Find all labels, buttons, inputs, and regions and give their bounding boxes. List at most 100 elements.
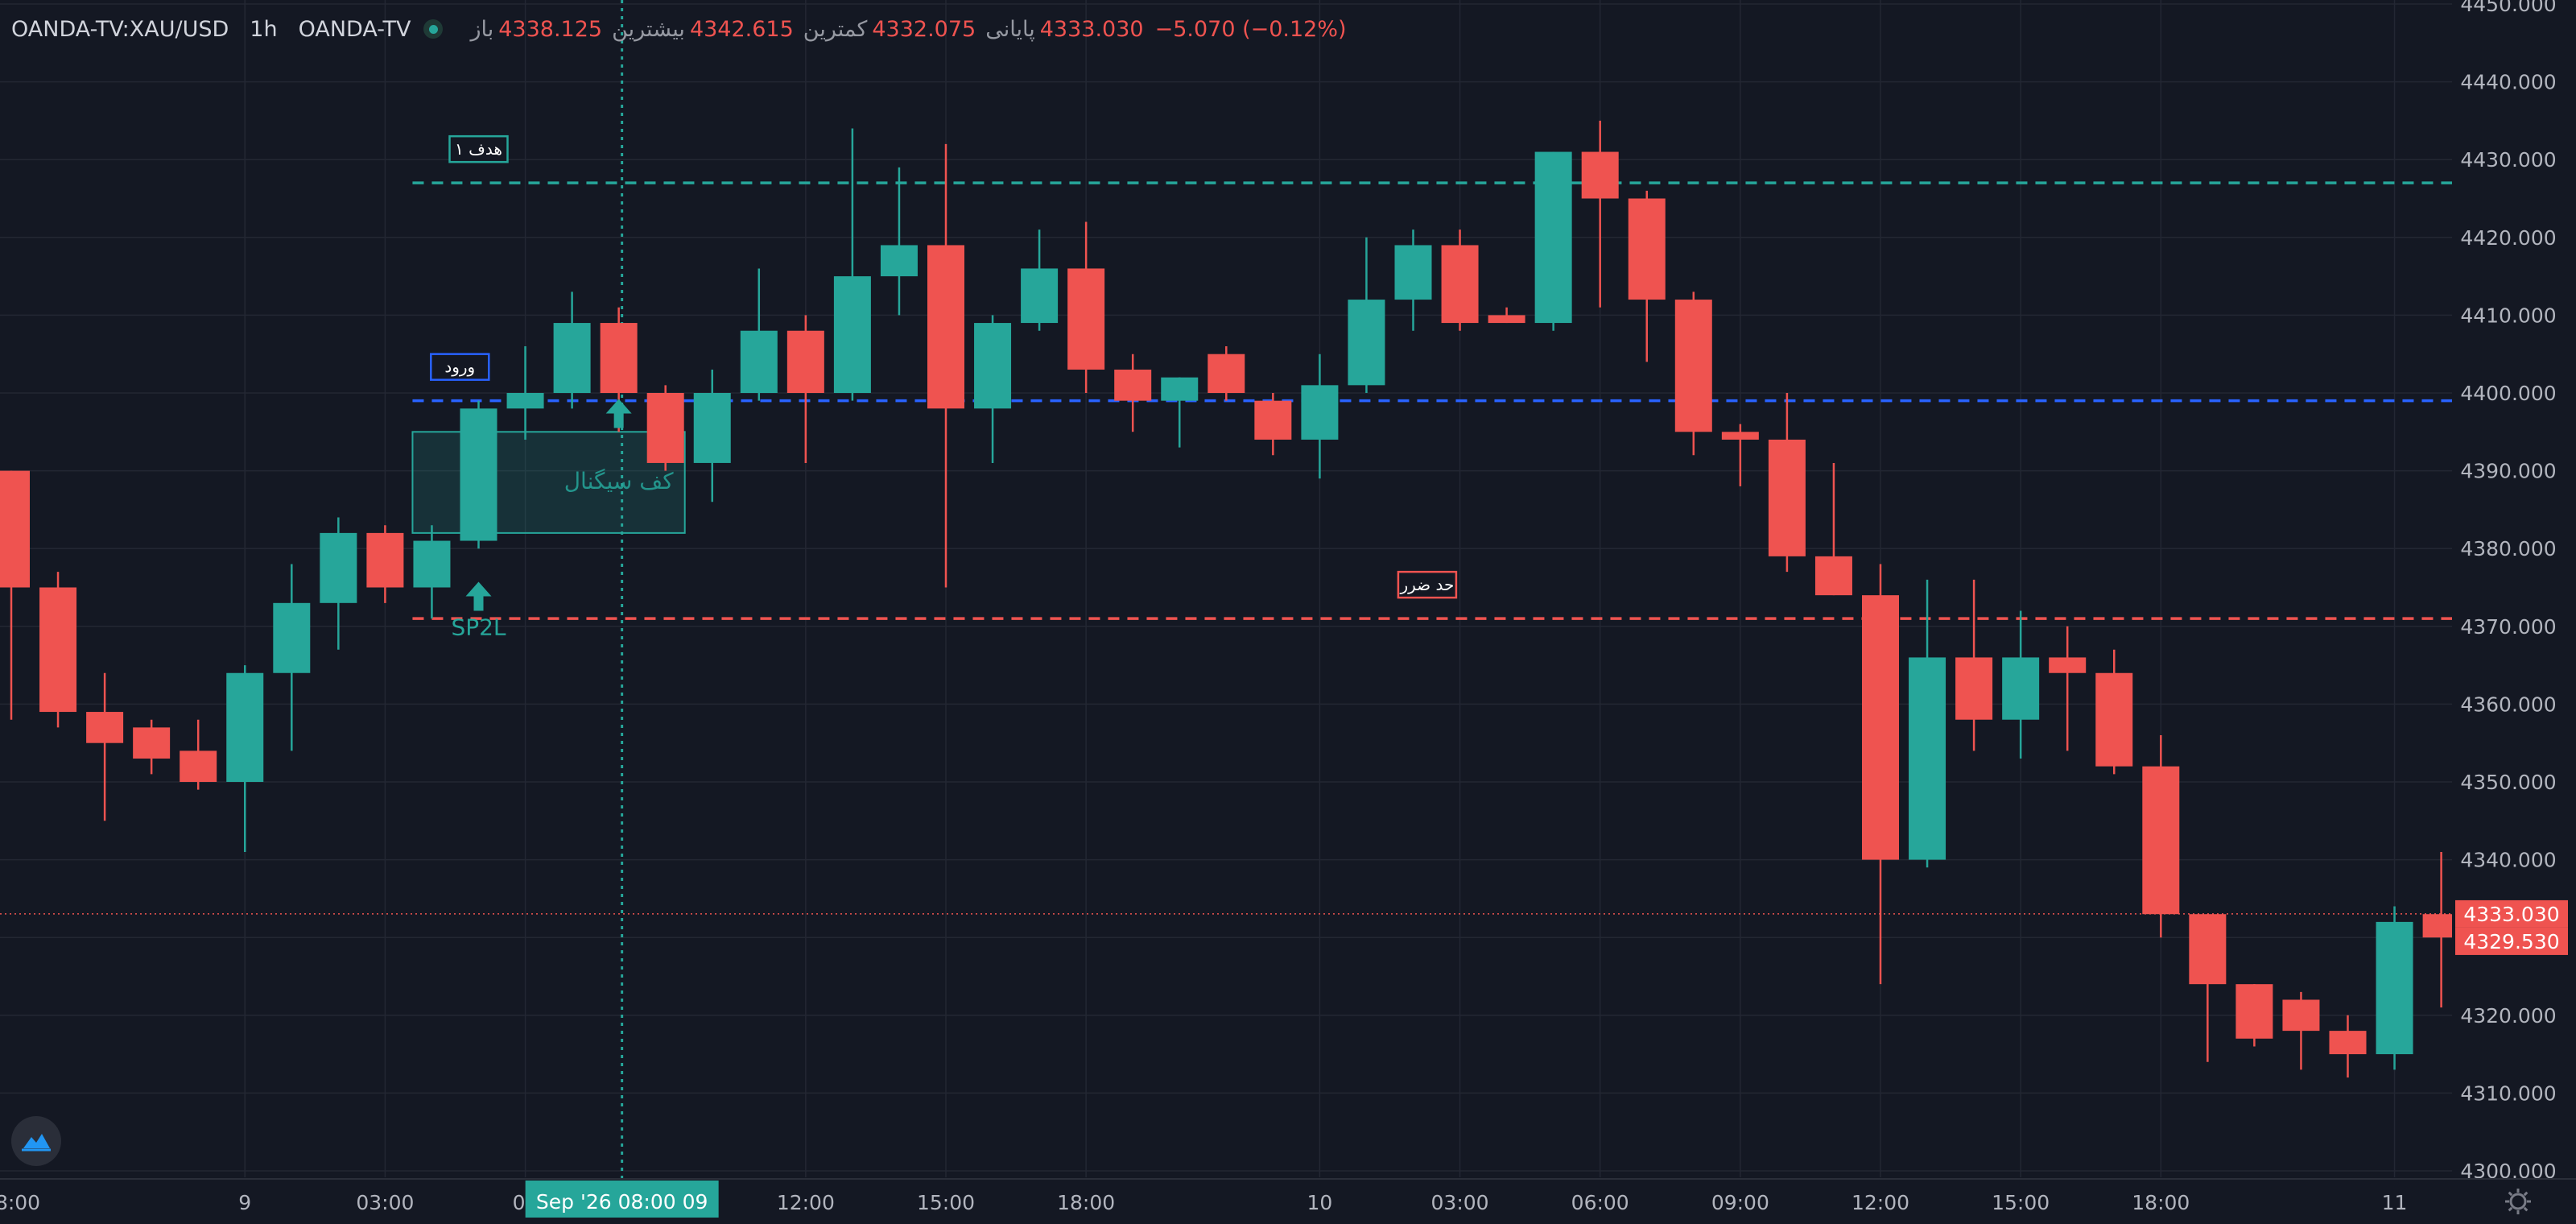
candle[interactable] — [2376, 906, 2413, 1070]
candle[interactable] — [2095, 649, 2133, 775]
time-tick-label: 03:00 — [356, 1191, 414, 1214]
candle[interactable] — [2282, 991, 2320, 1070]
candle-body — [413, 540, 451, 588]
candle[interactable] — [1067, 221, 1105, 393]
candle[interactable] — [927, 143, 964, 588]
candle[interactable] — [646, 385, 684, 471]
candle[interactable] — [226, 665, 264, 852]
low-label: کمترین — [803, 16, 868, 42]
candle[interactable] — [1581, 120, 1619, 308]
candle[interactable] — [180, 719, 217, 790]
time-tick-label: 8:00 — [0, 1191, 40, 1214]
candle-body — [1208, 354, 1245, 393]
candle[interactable] — [460, 400, 497, 549]
candle-body — [2002, 657, 2040, 720]
candle-body — [1814, 556, 1852, 596]
candle-body — [1394, 245, 1432, 300]
candle-body — [2376, 921, 2413, 1055]
candle[interactable] — [693, 370, 731, 502]
candle[interactable] — [0, 470, 30, 720]
tradingview-logo-icon[interactable] — [11, 1116, 61, 1166]
candle-body — [1721, 432, 1759, 440]
candle[interactable] — [1394, 229, 1432, 331]
candle[interactable] — [880, 167, 918, 316]
candle[interactable] — [2049, 626, 2087, 751]
candle-body — [506, 393, 544, 409]
candle-body — [2142, 766, 2180, 915]
candle[interactable] — [974, 315, 1012, 463]
candle[interactable] — [1161, 377, 1199, 448]
candle[interactable] — [1301, 354, 1339, 479]
candle[interactable] — [1768, 393, 1806, 573]
gear-icon-tooth — [2523, 1191, 2529, 1197]
candle[interactable] — [273, 564, 311, 751]
candle[interactable] — [1862, 564, 1899, 985]
candle[interactable] — [1814, 462, 1852, 596]
gear-icon-tooth — [2508, 1206, 2513, 1212]
candle[interactable] — [1021, 229, 1059, 331]
price-tick-label: 4320.000 — [2460, 1004, 2556, 1028]
candle[interactable] — [1348, 237, 1385, 393]
candle[interactable] — [1628, 190, 1666, 362]
candle[interactable] — [320, 517, 357, 650]
price-tick-label: 4340.000 — [2460, 849, 2556, 872]
candle[interactable] — [2002, 610, 2040, 759]
candle[interactable] — [600, 307, 638, 432]
time-tick-label: 18:00 — [2132, 1191, 2190, 1214]
candle[interactable] — [1955, 579, 1993, 751]
candle[interactable] — [1674, 292, 1712, 456]
candle-body — [1067, 268, 1105, 370]
candle[interactable] — [366, 525, 404, 603]
candle-body — [740, 330, 778, 393]
candle[interactable] — [1114, 354, 1152, 432]
candle-body — [646, 393, 684, 463]
candle-body — [553, 323, 591, 393]
entry-label-box — [430, 353, 490, 381]
candle[interactable] — [413, 525, 451, 619]
signal-zone-box[interactable] — [411, 431, 686, 534]
candle[interactable] — [1208, 346, 1245, 401]
entry-label: ورود — [444, 358, 475, 377]
price-tick-label: 4350.000 — [2460, 771, 2556, 794]
open-value: 4338.125 — [498, 16, 603, 42]
candle-body — [39, 587, 77, 713]
time-tick-label: 03:00 — [1431, 1191, 1489, 1214]
candle[interactable] — [2329, 1015, 2367, 1078]
candle[interactable] — [1909, 579, 1946, 868]
candle[interactable] — [86, 672, 124, 821]
time-tick-label: 10 — [1307, 1191, 1332, 1214]
interval-label[interactable]: 1h — [250, 16, 278, 42]
candle[interactable] — [133, 719, 171, 775]
candle-body — [1114, 370, 1152, 401]
candle[interactable] — [2235, 984, 2273, 1047]
candle[interactable] — [2142, 735, 2180, 938]
price-tick-label: 4400.000 — [2460, 382, 2556, 405]
candle[interactable] — [506, 346, 544, 440]
candle[interactable] — [740, 268, 778, 401]
candle[interactable] — [1254, 393, 1292, 456]
symbol-title[interactable]: OANDA-TV:XAU/USD — [11, 16, 229, 42]
candle-body — [320, 532, 357, 603]
signal-arrow-icon — [465, 581, 492, 611]
candle-body — [1955, 657, 1993, 720]
candle-body — [226, 672, 264, 782]
crosshair-time-tag — [525, 1181, 719, 1218]
candle[interactable] — [39, 572, 77, 728]
secondary-price-tag — [2455, 927, 2568, 955]
candle[interactable] — [1488, 307, 1525, 324]
candle-body — [366, 532, 404, 588]
gear-icon-tooth — [2523, 1206, 2529, 1212]
candle[interactable] — [1721, 424, 1759, 486]
candle[interactable] — [786, 315, 824, 463]
candle[interactable] — [1441, 229, 1479, 331]
secondary-price-value: 4329.530 — [2463, 930, 2559, 953]
candle[interactable] — [833, 128, 871, 401]
candle-body — [1628, 198, 1666, 300]
high-label: بیشترین — [612, 16, 685, 42]
time-tick-label: 9 — [238, 1191, 251, 1214]
candle[interactable] — [2189, 914, 2227, 1062]
candle[interactable] — [553, 292, 591, 409]
gear-icon[interactable] — [2505, 1189, 2531, 1214]
candle[interactable] — [1534, 151, 1572, 331]
